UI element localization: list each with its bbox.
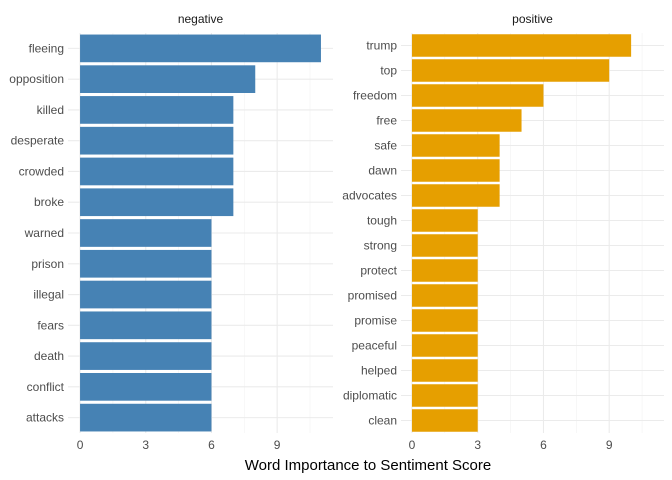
bar-illegal [80,280,212,309]
category-label-diplomatic: diplomatic [343,389,397,403]
bar-fears [80,311,212,340]
category-label-fleeing: fleeing [29,41,64,55]
bar-clean [411,409,478,432]
bar-diplomatic [411,384,478,407]
bar-freedom [411,84,544,107]
category-label-conflict: conflict [27,380,65,394]
category-label-advocates: advocates [342,189,397,203]
bar-helped [411,359,478,382]
category-label-attacks: attacks [26,411,64,425]
category-label-trump: trump [366,39,397,53]
bar-fleeing [80,34,321,63]
category-label-desperate: desperate [11,134,65,148]
bar-dawn [411,159,500,182]
category-label-crowded: crowded [19,164,64,178]
bar-killed [80,96,234,124]
category-label-clean: clean [368,414,397,428]
x-axis-title: Word Importance to Sentiment Score [245,457,492,474]
bar-conflict [80,373,212,401]
bar-warned [80,219,212,247]
x-tick-label: 6 [208,438,215,452]
category-label-fears: fears [37,318,64,332]
category-label-helped: helped [361,364,397,378]
category-label-strong: strong [364,239,397,253]
category-label-dawn: dawn [368,164,397,178]
bar-peaceful [411,334,478,357]
category-label-prison: prison [31,257,64,271]
bar-trump [411,34,632,57]
bar-free [411,109,522,132]
category-label-protect: protect [360,264,397,278]
x-tick-label: 3 [474,438,481,452]
facet-title-positive: positive [512,12,553,26]
category-label-promise: promise [354,314,397,328]
bar-protect [411,259,478,282]
category-label-safe: safe [374,139,397,153]
category-label-tough: tough [367,214,397,228]
category-label-top: top [380,64,397,78]
category-label-freedom: freedom [353,89,397,103]
bar-prison [80,249,212,278]
facet-panel-negative: fleeing opposition killed desperate crowded b… [9,12,333,452]
x-tick-label: 0 [409,438,416,452]
bar-death [80,342,212,370]
bar-desperate [80,126,234,155]
category-label-opposition: opposition [9,72,64,86]
bar-strong [411,234,478,257]
category-label-free: free [376,114,397,128]
bar-advocates [411,184,500,207]
bar-safe [411,134,500,157]
facet-title-negative: negative [178,12,224,26]
category-label-killed: killed [37,103,64,117]
bar-attacks [80,403,212,432]
category-label-peaceful: peaceful [352,339,397,353]
bar-opposition [80,65,256,93]
bar-crowded [80,157,234,186]
bar-tough [411,209,478,232]
x-tick-label: 9 [274,438,281,452]
category-label-illegal: illegal [33,288,64,302]
bar-promised [411,284,478,307]
category-label-death: death [34,349,64,363]
x-tick-label: 9 [606,438,613,452]
category-label-warned: warned [24,226,64,240]
bar-promise [411,309,478,332]
category-label-promised: promised [348,289,397,303]
x-tick-label: 3 [142,438,149,452]
x-tick-label: 0 [77,438,84,452]
bar-top [411,59,610,82]
category-label-broke: broke [34,195,64,209]
bar-broke [80,188,234,217]
facet-panel-positive: trump top freedom free safe dawn advocates toug… [342,12,664,452]
x-tick-label: 6 [540,438,547,452]
